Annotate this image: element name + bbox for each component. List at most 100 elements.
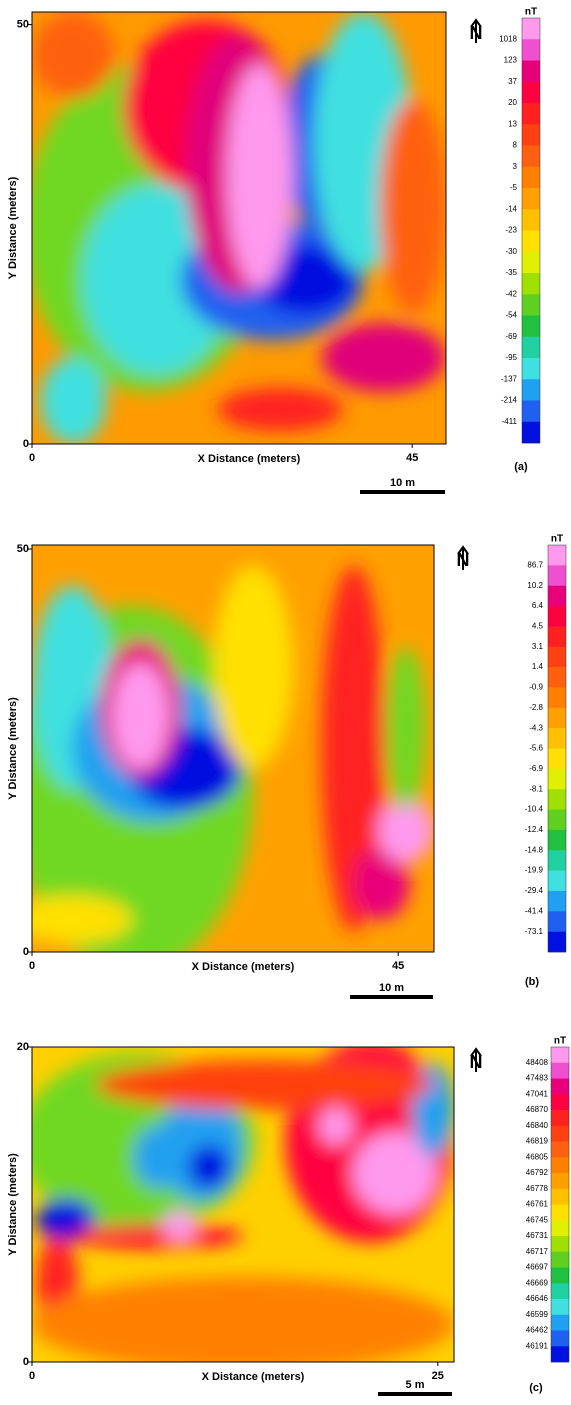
colorbar-tick-label: -30 (505, 247, 517, 256)
scale-bar (378, 1392, 452, 1396)
panel-label: (a) (514, 461, 528, 473)
colorbar-cell (551, 1330, 569, 1347)
panel-label: (c) (529, 1382, 543, 1394)
colorbar-unit: nT (551, 534, 563, 545)
colorbar-cell (522, 379, 540, 401)
colorbar-frame (550, 1046, 570, 1363)
colorbar-cell (522, 124, 540, 146)
scale-bar-label: 10 m (379, 982, 404, 994)
colorbar-cell (551, 1078, 569, 1095)
colorbar-tick-label: 46697 (526, 1263, 549, 1272)
colorbar-cell (522, 145, 540, 168)
colorbar-tick-label: 20 (508, 98, 517, 107)
x-tick-label: 0 (29, 960, 35, 972)
y-axis-label: Y Distance (meters) (7, 176, 19, 279)
colorbar-tick-label: -137 (501, 374, 518, 383)
colorbar-tick-label: 4.5 (532, 622, 544, 631)
colorbar-tick-label: 123 (504, 56, 518, 65)
colorbar-tick-label: 1018 (499, 34, 517, 43)
colorbar-cell (551, 1299, 569, 1316)
colorbar-cell (551, 1188, 569, 1205)
colorbar-tick-label: 86.7 (527, 560, 543, 569)
y-tick-label: 50 (17, 18, 29, 30)
colorbar-cell (548, 565, 566, 586)
colorbar-cell (551, 1173, 569, 1190)
colorbar-cell (548, 545, 566, 566)
colorbar-cell (551, 1251, 569, 1268)
colorbar-cell (548, 667, 566, 688)
colorbar-tick-label: -35 (505, 268, 517, 277)
colorbar-cell (548, 707, 566, 729)
colorbar-cell (551, 1157, 569, 1174)
north-label: N (457, 550, 470, 570)
anomaly (218, 387, 343, 432)
colorbar-tick-label: 46870 (526, 1105, 549, 1114)
colorbar-tick-label: -4.3 (529, 723, 543, 732)
colorbar-tick-label: -0.9 (529, 683, 543, 692)
colorbar-tick-label: -12.4 (525, 825, 544, 834)
colorbar-tick-label: 46805 (526, 1152, 549, 1161)
anomalies (32, 565, 434, 952)
scale-bar (360, 490, 445, 494)
colorbar-cell (551, 1236, 569, 1253)
colorbar-tick-label: -10.4 (525, 805, 544, 814)
colorbar-tick-label: -73.1 (525, 927, 544, 936)
colorbar-tick-label: -14.8 (525, 845, 544, 854)
x-axis-label: X Distance (meters) (198, 453, 301, 465)
north-label: N (470, 1052, 483, 1072)
colorbar-tick-label: 47041 (526, 1089, 549, 1098)
anomaly (188, 1144, 231, 1189)
anomaly (379, 98, 446, 315)
colorbar-cell (522, 336, 540, 359)
colorbar-tick-label: 3.1 (532, 642, 544, 651)
colorbar-cell (551, 1283, 569, 1300)
colorbar-cell (522, 358, 540, 380)
anomaly (32, 895, 133, 944)
anomaly (32, 1276, 454, 1362)
colorbar-tick-label: -214 (501, 396, 518, 405)
colorbar-cell (551, 1141, 569, 1158)
colorbar-cell (551, 1062, 569, 1079)
colorbar-cell (548, 931, 566, 953)
colorbar-unit: nT (554, 1036, 566, 1047)
colorbar-tick-label: 46191 (526, 1341, 549, 1350)
colorbar-tick-label: -42 (505, 289, 517, 298)
colorbar-cell (548, 585, 566, 607)
colorbar-cell (548, 829, 566, 851)
colorbar-tick-label: 46761 (526, 1200, 549, 1209)
colorbar-unit: nT (525, 7, 537, 18)
map-frame (31, 544, 435, 953)
colorbar-tick-label: 10.2 (527, 581, 543, 590)
colorbar-cell (548, 911, 566, 932)
colorbar-cell (548, 809, 566, 831)
x-axis-label: X Distance (meters) (202, 1371, 305, 1383)
anomaly (321, 565, 386, 932)
colorbar-tick-label: -6.9 (529, 764, 543, 773)
colorbar-cell (548, 890, 566, 912)
colorbar-tick-label: -29.4 (525, 886, 544, 895)
colorbar-cell (551, 1110, 569, 1127)
colorbar-tick-label: -2.8 (529, 703, 543, 712)
colorbar-tick-label: 6.4 (532, 601, 544, 610)
x-tick-label: 25 (432, 1370, 444, 1382)
colorbar-tick-label: -41.4 (525, 906, 544, 915)
colorbar-tick-label: -5.6 (529, 744, 543, 753)
colorbar-cell (522, 103, 540, 125)
north-arrow (457, 545, 469, 570)
anomaly (321, 323, 446, 393)
colorbar-cell (548, 870, 566, 892)
anomalies (32, 12, 446, 444)
x-tick-label: 0 (29, 452, 35, 464)
anomaly (162, 1210, 197, 1243)
colorbar-tick-label: -5 (510, 183, 518, 192)
y-axis-label: Y Distance (meters) (7, 697, 19, 800)
colorbar-tick-label: 46792 (526, 1168, 549, 1177)
map-frame (31, 1046, 455, 1363)
colorbar-tick-label: 46778 (526, 1184, 549, 1193)
y-tick-label: 0 (23, 1356, 29, 1368)
colorbar-tick-label: -8.1 (529, 784, 543, 793)
colorbar-cell (522, 39, 540, 61)
colorbar-tick-label: -14 (505, 204, 517, 213)
colorbar-cell (551, 1204, 569, 1221)
colorbar-cell (548, 687, 566, 709)
